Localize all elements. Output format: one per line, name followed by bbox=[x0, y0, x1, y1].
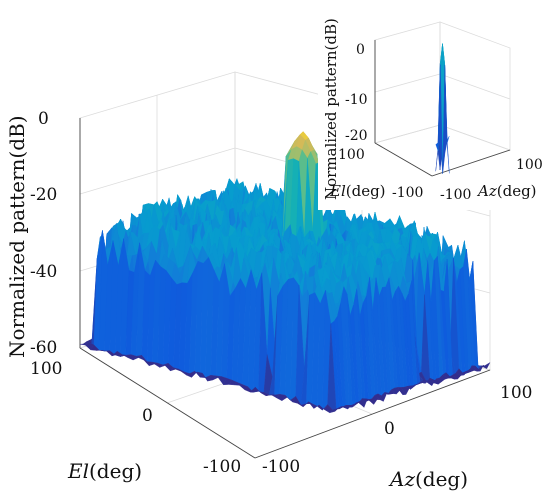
inset-az-axis-line bbox=[431, 149, 511, 177]
az-axis-label: Az(deg) bbox=[388, 467, 468, 491]
az-axis-var: Az bbox=[388, 467, 415, 491]
inset-az-tick-1: 100 bbox=[516, 157, 543, 173]
z-tick-0: 0 bbox=[38, 109, 49, 129]
surface-patch bbox=[329, 408, 339, 413]
inset-surface bbox=[435, 43, 450, 174]
az-tick-2: 100 bbox=[500, 383, 532, 403]
inset-az-axis-var: Az bbox=[476, 182, 497, 200]
inset-el-axis-line bbox=[374, 142, 433, 177]
el-tick-2: -100 bbox=[203, 457, 241, 477]
el-axis-label: El(deg) bbox=[67, 459, 142, 483]
inset-el-axis-var: El bbox=[329, 182, 346, 200]
az-ticks: -100 0 100 bbox=[262, 383, 532, 477]
el-axis-line bbox=[79, 347, 256, 459]
inset-z-tick-2: -20 bbox=[345, 128, 368, 144]
z-axis-label: Normalized pattern(dB) bbox=[5, 116, 29, 359]
az-tick-0: -100 bbox=[262, 457, 300, 477]
el-axis-unit: (deg) bbox=[89, 459, 142, 483]
inset-z-tick-0: 0 bbox=[356, 42, 365, 58]
surface-patch bbox=[442, 64, 448, 174]
inset-z-axis-label: Normalized pattern(dB) bbox=[322, 18, 340, 200]
main-surface bbox=[79, 131, 491, 414]
inset-az-axis-label: Az(deg) bbox=[476, 182, 537, 200]
inset-z-tick-1: -10 bbox=[345, 92, 368, 108]
el-ticks: 100 0 -100 bbox=[30, 359, 241, 477]
z-ticks: 0 -20 -40 -60 bbox=[30, 109, 57, 358]
az-axis-line bbox=[254, 369, 491, 459]
inset-el-axis-label: El(deg) bbox=[329, 182, 386, 200]
z-tick-2: -40 bbox=[30, 262, 57, 282]
inset-az-tick-0: -100 bbox=[440, 187, 471, 203]
inset-axes: 0 -10 -20 100 -100 -100 100 Normalized p… bbox=[318, 0, 550, 210]
main-axes: 0 -20 -40 -60 100 0 -100 -100 0 100 Norm… bbox=[5, 71, 532, 491]
surface-patch bbox=[437, 64, 443, 174]
z-tick-3: -60 bbox=[30, 338, 57, 358]
az-tick-1: 0 bbox=[384, 419, 395, 439]
z-tick-1: -20 bbox=[30, 185, 57, 205]
inset-el-axis-unit: (deg) bbox=[346, 182, 386, 200]
inset-el-tick-1: -100 bbox=[392, 185, 423, 201]
inset-az-axis-unit: (deg) bbox=[497, 182, 537, 200]
el-tick-0: 100 bbox=[30, 359, 62, 379]
el-axis-var: El bbox=[67, 459, 89, 483]
inset-el-tick-0: 100 bbox=[338, 147, 365, 163]
el-tick-1: 0 bbox=[142, 406, 153, 426]
az-axis-unit: (deg) bbox=[415, 467, 468, 491]
